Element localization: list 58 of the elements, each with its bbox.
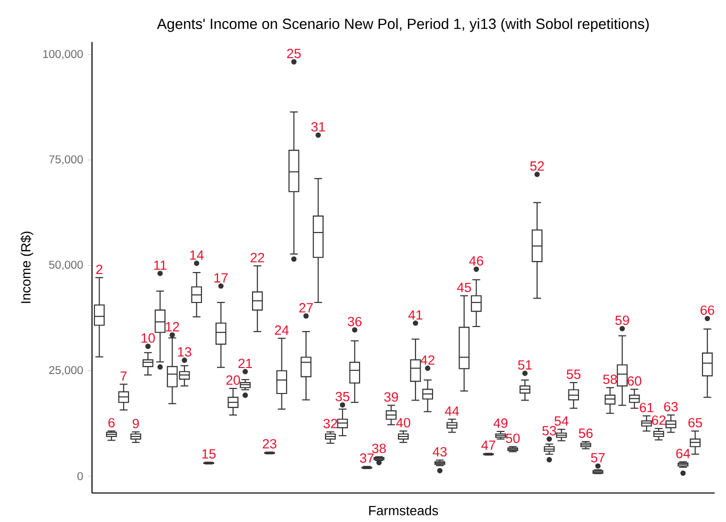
annotation: 36: [348, 316, 362, 326]
annotation: 23: [262, 439, 276, 448]
annotation: 59: [615, 316, 630, 326]
annotation: 61: [640, 402, 654, 412]
annotation: 17: [214, 273, 228, 282]
annotation: 7: [120, 371, 127, 381]
annotation: 41: [408, 310, 422, 320]
chart-title: Agents' Income on Scenario New Pol, Period 1, yi13 (with Sobol repetitions): [156, 18, 649, 32]
annotation: 60: [628, 376, 642, 386]
annotation: 31: [311, 122, 325, 132]
annotation: 45: [457, 282, 471, 292]
annotation: 44: [444, 406, 459, 416]
y-axis-title: Income (R$): [20, 232, 34, 303]
annotation: 40: [396, 418, 410, 428]
annotation: 11: [154, 260, 166, 270]
annotation: 53: [542, 426, 556, 436]
annotation: 46: [469, 256, 484, 266]
annotation: 9: [132, 418, 139, 428]
x-axis-title: Farmsteads: [369, 506, 438, 516]
annotation: 38: [372, 444, 386, 454]
annotation: 42: [420, 355, 434, 365]
annotation: 51: [518, 360, 532, 370]
annotation: 15: [202, 449, 216, 459]
annotation: 13: [178, 347, 192, 357]
annotation: 35: [336, 392, 350, 402]
y-tick-label: 100,000: [43, 50, 83, 60]
annotation: 12: [166, 322, 180, 332]
annotation: 50: [506, 434, 520, 444]
annotation: 27: [299, 303, 313, 312]
annotation: 64: [676, 448, 690, 458]
annotation: 63: [664, 402, 678, 412]
annotation: 62: [652, 415, 666, 425]
annotation: 39: [384, 392, 398, 402]
annotation: 55: [566, 370, 580, 379]
annotation: 52: [530, 161, 544, 171]
y-tick-label: 25,000: [49, 366, 83, 376]
annotation: 47: [481, 440, 496, 450]
annotation: 10: [142, 333, 155, 343]
annotation: 54: [554, 416, 568, 426]
annotation: 56: [578, 428, 593, 438]
annotation: 21: [238, 358, 252, 368]
annotation: 24: [274, 325, 289, 335]
annotation: 6: [108, 418, 115, 428]
annotation: 14: [190, 250, 204, 260]
annotation: 2: [96, 264, 102, 274]
annotation: 58: [603, 374, 617, 384]
annotation: 65: [688, 418, 702, 428]
y-tick-label: 0: [77, 472, 83, 480]
y-tick-label: 75,000: [49, 155, 83, 165]
annotation: 49: [494, 418, 508, 428]
annotation: 20: [226, 375, 240, 385]
annotation: 66: [700, 305, 714, 315]
annotation: 25: [287, 48, 301, 58]
annotation: 37: [360, 453, 374, 463]
annotation: 22: [250, 252, 264, 262]
annotation: 57: [591, 453, 605, 462]
y-tick-label: 50,000: [49, 260, 83, 270]
annotation: 43: [432, 447, 447, 457]
